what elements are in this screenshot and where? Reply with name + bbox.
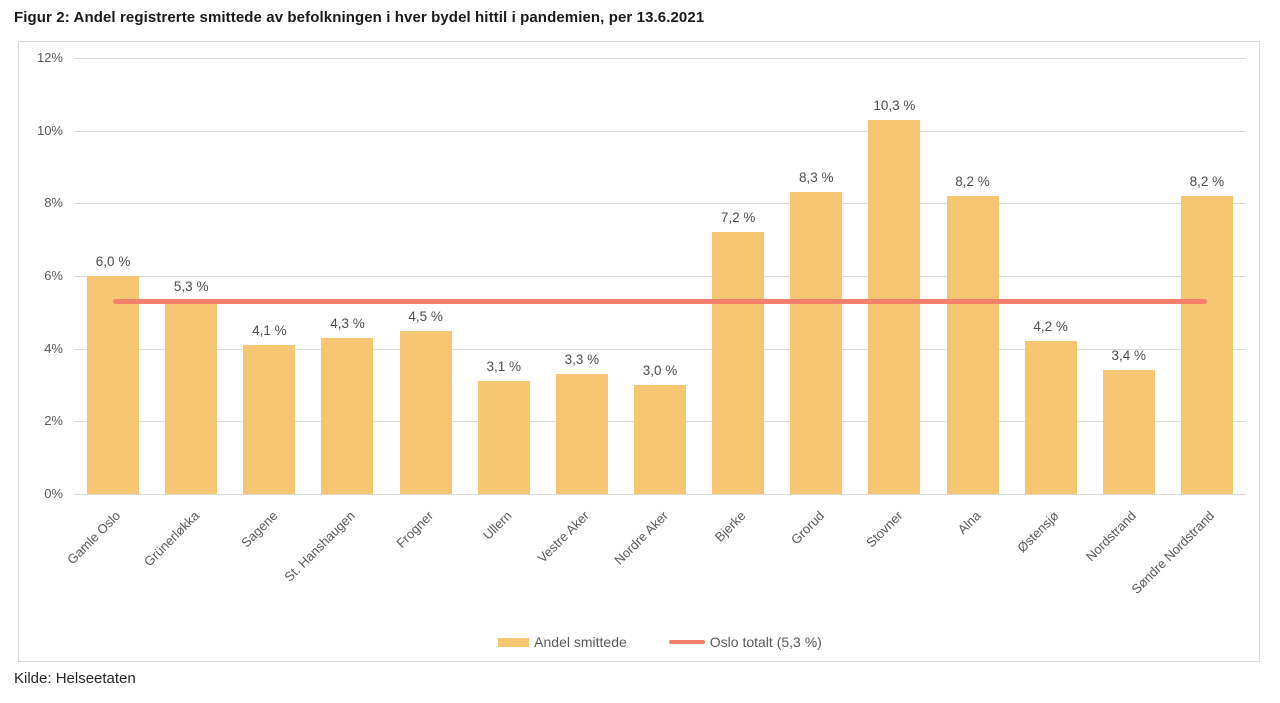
bar-value-label-gamle-oslo: 6,0 % bbox=[95, 254, 131, 269]
x-axis-label-grorud: Grorud bbox=[787, 508, 827, 548]
bar-value-label-bjerke: 7,2 % bbox=[720, 210, 756, 226]
x-axis-label-ullern: Ullern bbox=[479, 508, 515, 543]
x-axis-label-vestre-aker: Vestre Aker bbox=[534, 508, 593, 566]
y-axis-tick-label-0pct: 0% bbox=[44, 486, 63, 501]
bar-grorud bbox=[790, 192, 843, 494]
bar-nordre-aker bbox=[634, 385, 686, 494]
y-axis-tick-label-8pct: 8% bbox=[44, 195, 63, 211]
y-axis-tick-label-10pct: 10% bbox=[36, 122, 63, 138]
bar-value-label-søndre-nordstrand: 8,2 % bbox=[1189, 174, 1225, 190]
bar-frogner bbox=[399, 330, 452, 494]
x-axis-label-frogner: Frogner bbox=[393, 508, 437, 551]
gridline-12pct bbox=[74, 58, 1246, 59]
legend-item-oslo-totalt: Oslo totalt (5,3 %) bbox=[668, 634, 822, 650]
gridline-0pct bbox=[74, 494, 1246, 495]
chart-area: 0% 2% 4% 6% 8% 10% 12% 6,0 % Gamle Oslo 5,3 % Grün… bbox=[18, 41, 1260, 662]
bar-søndre-nordstrand bbox=[1180, 196, 1233, 494]
figure-title: Figur 2: Andel registrerte smittede av b… bbox=[14, 9, 705, 26]
bar-value-label-stovner: 10,3 % bbox=[873, 97, 916, 113]
x-axis-label-østensjø: Østensjø bbox=[1013, 508, 1062, 556]
y-axis-tick-label-12pct: 12% bbox=[36, 50, 63, 65]
source-credit: Kilde: Helseetaten bbox=[14, 670, 136, 687]
x-axis-label-bjerke: Bjerke bbox=[712, 508, 749, 545]
gridline-4pct bbox=[74, 348, 1246, 350]
gridline-6pct bbox=[74, 276, 1246, 277]
bar-value-label-nordstrand: 3,4 % bbox=[1111, 348, 1147, 364]
bar-value-label-sagene: 4,1 % bbox=[252, 323, 287, 339]
bar-gamle-oslo bbox=[87, 276, 140, 494]
y-axis-tick-label-6pct: 6% bbox=[44, 268, 63, 283]
bar-stovner bbox=[868, 119, 921, 494]
bar-value-label-vestre-aker: 3,3 % bbox=[564, 352, 600, 368]
x-axis-label-stovner: Stovner bbox=[862, 508, 905, 551]
x-axis-label-nordre-aker: Nordre Aker bbox=[610, 508, 671, 568]
bar-østensjø bbox=[1024, 341, 1077, 494]
bar-st-hanshaugen bbox=[321, 337, 374, 494]
legend-item-andel-smittede: Andel smittede bbox=[498, 634, 627, 650]
bar-value-label-frogner: 4,5 % bbox=[408, 308, 443, 324]
bar-bjerke bbox=[712, 232, 765, 494]
bar-grünerløkka bbox=[165, 301, 218, 494]
bar-alna bbox=[946, 196, 999, 494]
x-axis-label-alna: Alna bbox=[954, 508, 984, 538]
legend: Andel smittede Oslo totalt (5,3 %) bbox=[74, 633, 1246, 651]
reference-line-swatch bbox=[668, 640, 705, 644]
plot-area: 0% 2% 4% 6% 8% 10% 12% 6,0 % Gamle Oslo 5,3 % Grün… bbox=[19, 42, 1259, 661]
x-axis-label-sagene: Sagene bbox=[237, 508, 280, 551]
x-axis-label-grünerløkka: Grünerløkka bbox=[140, 508, 202, 570]
bar-value-label-grünerløkka: 5,3 % bbox=[173, 279, 209, 295]
bar-ullern bbox=[477, 381, 530, 494]
x-axis-label-st-hanshaugen: St. Hanshaugen bbox=[281, 508, 359, 585]
x-axis-label-gamle-oslo: Gamle Oslo bbox=[64, 508, 124, 568]
x-axis-label-nordstrand: Nordstrand bbox=[1083, 508, 1140, 565]
legend-label-oslo-totalt: Oslo totalt (5,3 %) bbox=[709, 634, 822, 650]
bar-value-label-ullern: 3,1 % bbox=[486, 359, 521, 375]
bar-sagene bbox=[243, 345, 296, 494]
bar-series-swatch bbox=[498, 637, 530, 647]
y-axis-tick-label-4pct: 4% bbox=[44, 340, 63, 356]
gridline-8pct bbox=[74, 203, 1246, 205]
legend-label-andel-smittede: Andel smittede bbox=[534, 634, 627, 650]
bar-nordstrand bbox=[1102, 370, 1155, 494]
y-axis-tick-label-2pct: 2% bbox=[44, 413, 63, 429]
bar-value-label-alna: 8,2 % bbox=[955, 174, 990, 190]
x-axis-label-søndre-nordstrand: Søndre Nordstrand bbox=[1128, 508, 1218, 597]
oslo-total-reference-line bbox=[113, 298, 1207, 304]
gridline-10pct bbox=[74, 130, 1246, 132]
bar-value-label-st-hanshaugen: 4,3 % bbox=[330, 315, 365, 331]
bar-vestre-aker bbox=[555, 374, 608, 494]
bar-value-label-nordre-aker: 3,0 % bbox=[642, 363, 678, 378]
bar-value-label-østensjø: 4,2 % bbox=[1033, 319, 1068, 335]
bar-value-label-grorud: 8,3 % bbox=[799, 170, 834, 186]
